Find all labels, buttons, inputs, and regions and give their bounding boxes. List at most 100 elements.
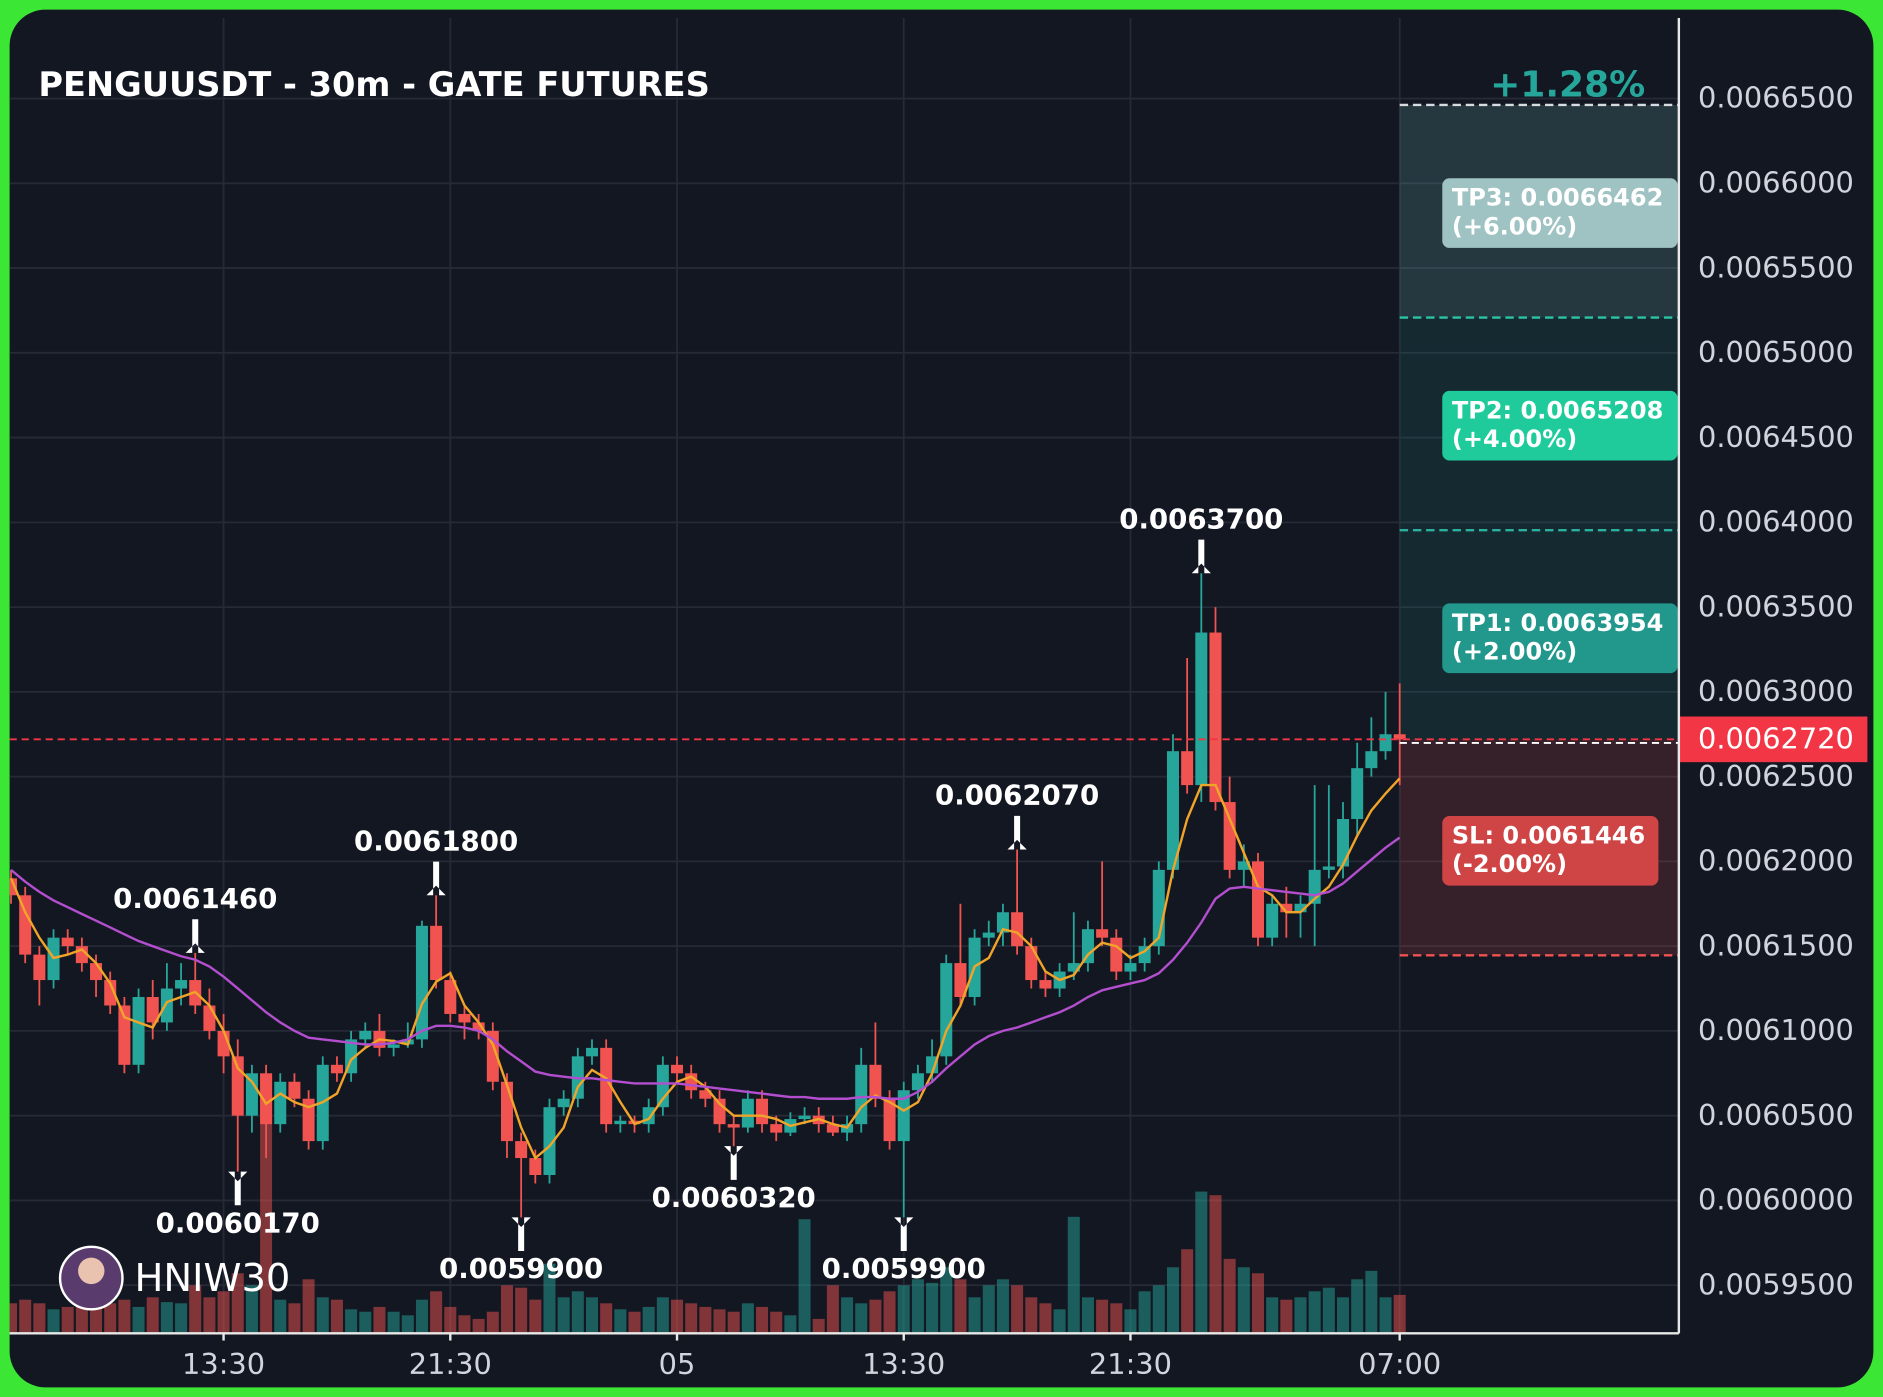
- volume-bar: [160, 1302, 173, 1334]
- level-label: TP2: 0.0065208 (+4.00%): [1452, 396, 1663, 453]
- candle-body: [600, 1047, 613, 1125]
- annotation-label: 0.0063700: [1119, 502, 1283, 535]
- volume-bar: [1166, 1267, 1179, 1334]
- y-tick-label: 0.0062500: [1698, 759, 1854, 793]
- candle-body: [359, 1030, 372, 1040]
- candle-body: [1124, 963, 1137, 972]
- volume-bar: [33, 1303, 46, 1334]
- y-tick-label: 0.0065000: [1698, 335, 1854, 369]
- level-box: [1442, 603, 1678, 674]
- volume-bar: [288, 1303, 301, 1334]
- annotation-label: 0.0059900: [822, 1252, 986, 1285]
- level-box: [1442, 815, 1659, 886]
- volume-bar: [1280, 1299, 1293, 1334]
- volume-bar: [1251, 1273, 1264, 1334]
- candle-body: [146, 997, 159, 1023]
- volume-bar: [1195, 1191, 1208, 1334]
- volume-bar: [713, 1309, 726, 1334]
- candle-body: [175, 980, 188, 989]
- volume-bar: [189, 1285, 202, 1334]
- y-tick-label: 0.0061000: [1698, 1013, 1854, 1047]
- volume-bar: [1393, 1294, 1406, 1334]
- volume-bar: [798, 1219, 811, 1334]
- candle-body: [387, 1044, 400, 1048]
- change-label: +1.28%: [1490, 64, 1645, 105]
- volume-bar: [529, 1299, 542, 1334]
- volume-bar: [1237, 1267, 1250, 1334]
- volume-bar: [274, 1299, 287, 1334]
- volume-bar: [770, 1311, 783, 1334]
- level-box: [1442, 390, 1678, 461]
- annotation-label: 0.0059900: [439, 1252, 603, 1285]
- level-box: [1442, 178, 1678, 248]
- annotation-label: 0.0060320: [652, 1181, 816, 1214]
- candle-body: [1067, 963, 1080, 972]
- volume-bar: [996, 1279, 1009, 1334]
- candle-body: [274, 1081, 287, 1125]
- y-tick-label: 0.0060000: [1698, 1183, 1854, 1217]
- volume-bar: [1365, 1270, 1378, 1334]
- candle-body: [33, 954, 46, 981]
- y-tick-label: 0.0066000: [1698, 166, 1854, 200]
- candle-body: [869, 1064, 882, 1099]
- volume-bar: [444, 1306, 457, 1334]
- candle-body: [897, 1090, 910, 1142]
- candle-body: [1223, 802, 1236, 870]
- candle-body: [1379, 734, 1392, 752]
- candle-body: [19, 895, 32, 955]
- level-title: SL: 0.0061446: [1452, 821, 1645, 849]
- volume-bar: [345, 1309, 358, 1334]
- volume-bar: [260, 1075, 273, 1334]
- volume-bar: [500, 1285, 513, 1334]
- annotation-label: 0.0060170: [156, 1206, 320, 1239]
- y-tick-label: 0.0064000: [1698, 505, 1854, 539]
- level-change: (+2.00%): [1452, 638, 1577, 666]
- x-tick-label: 05: [659, 1347, 696, 1381]
- candle-body: [756, 1098, 769, 1125]
- volume-bar: [642, 1306, 655, 1334]
- volume-bar: [571, 1291, 584, 1334]
- x-tick-label: 13:30: [182, 1347, 265, 1381]
- candle-body: [444, 980, 457, 1014]
- volume-bar: [9, 1303, 18, 1334]
- x-tick-label: 07:00: [1358, 1347, 1441, 1381]
- candle-body: [486, 1030, 499, 1082]
- volume-bar: [1351, 1279, 1364, 1334]
- watermark: HNIW30: [135, 1256, 291, 1301]
- candle-body: [330, 1064, 343, 1074]
- volume-bar: [430, 1291, 443, 1334]
- level-title: TP1: 0.0063954: [1452, 609, 1663, 637]
- volume: [9, 1075, 1406, 1334]
- annotation-arrow: [228, 1171, 248, 1206]
- volume-bar: [543, 1263, 556, 1334]
- candle-body: [982, 932, 995, 938]
- volume-bar: [954, 1279, 967, 1334]
- annotation-arrow: [511, 1217, 531, 1252]
- volume-bar: [1138, 1291, 1151, 1334]
- candle-body: [1195, 632, 1208, 786]
- candle-body: [1237, 861, 1250, 870]
- chart-background: [9, 9, 1874, 1388]
- candle-body: [132, 997, 145, 1065]
- volume-bar: [316, 1297, 329, 1334]
- candle-body: [458, 1013, 471, 1023]
- volume-bar: [897, 1285, 910, 1334]
- volume-bar: [373, 1306, 386, 1334]
- annotation-label: 0.0062070: [935, 779, 1099, 812]
- x-tick-label: 13:30: [862, 1347, 945, 1381]
- volume-bar: [869, 1299, 882, 1334]
- level-title: TP2: 0.0065208: [1452, 396, 1663, 424]
- volume-bar: [1294, 1297, 1307, 1334]
- volume-bar: [61, 1306, 74, 1334]
- candle-body: [855, 1064, 868, 1125]
- x-tick-label: 21:30: [1089, 1347, 1172, 1381]
- candle-body: [614, 1120, 627, 1125]
- volume-bar: [104, 1303, 117, 1334]
- candle-body: [798, 1115, 811, 1120]
- candle-body: [1039, 980, 1052, 989]
- volume-bar: [245, 1285, 258, 1334]
- volume-bar: [911, 1279, 924, 1334]
- candle-body: [1181, 751, 1194, 786]
- volume-bar: [359, 1311, 372, 1334]
